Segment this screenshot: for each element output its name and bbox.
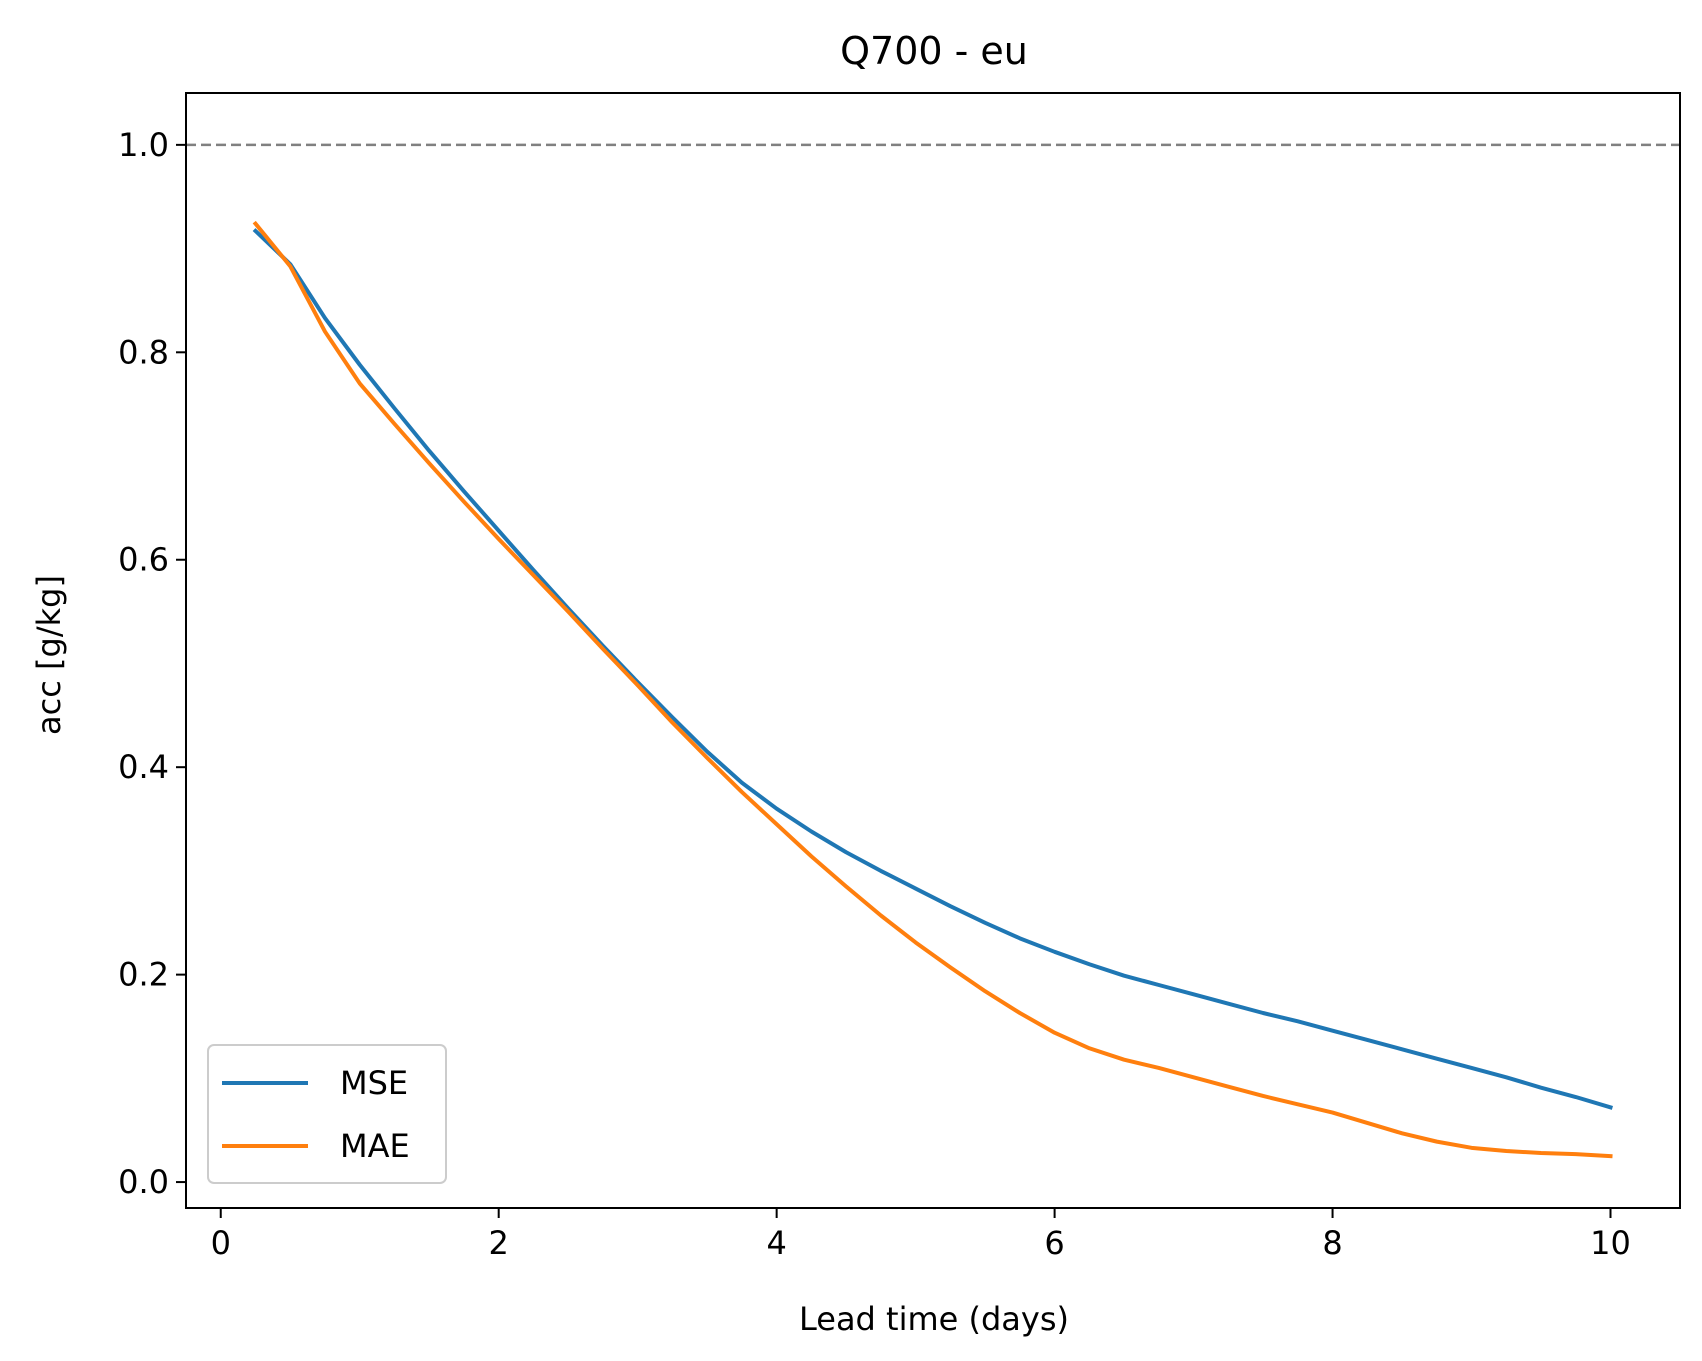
axes-frame <box>185 92 1681 1209</box>
x-tick-label: 0 <box>211 1224 231 1262</box>
x-tick-label: 6 <box>1044 1224 1064 1262</box>
x-tick-label: 4 <box>766 1224 786 1262</box>
y-tick-label: 0.2 <box>118 956 169 994</box>
y-tick-label: 0.8 <box>118 333 169 371</box>
x-tick-label: 2 <box>489 1224 509 1262</box>
legend: MSE MAE <box>207 1044 447 1184</box>
chart-title: Q700 - eu <box>840 29 1028 73</box>
y-axis-label: acc [g/kg] <box>30 575 68 735</box>
legend-box <box>207 1044 447 1184</box>
y-tick-label: 0.0 <box>118 1163 169 1201</box>
y-tick-label: 0.4 <box>118 748 169 786</box>
plot-area: 0 2 4 6 8 10 0.0 0.2 0.4 0.6 0.8 1.0 MSE MAE <box>118 92 1681 1262</box>
series-line-mae <box>252 220 1613 1159</box>
y-tick-label: 1.0 <box>118 126 169 164</box>
series-line-mse <box>252 228 1613 1110</box>
x-tick-label: 8 <box>1322 1224 1342 1262</box>
legend-label-mse: MSE <box>340 1064 408 1102</box>
y-tick-label: 0.6 <box>118 541 169 579</box>
x-axis-label: Lead time (days) <box>799 1300 1069 1338</box>
x-tick-label: 10 <box>1590 1224 1631 1262</box>
legend-label-mae: MAE <box>340 1127 410 1165</box>
